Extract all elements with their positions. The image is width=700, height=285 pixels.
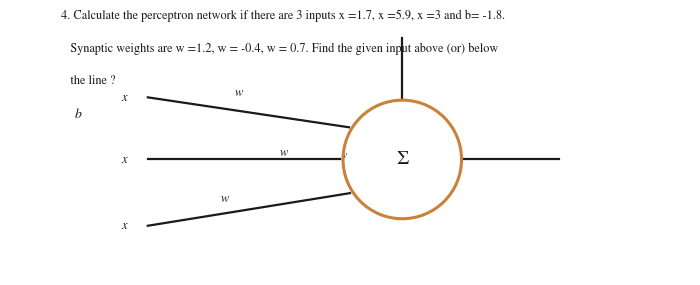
Text: x₃: x₃	[122, 219, 130, 232]
Text: w₂: w₂	[221, 193, 232, 205]
Text: w₁: w₁	[235, 87, 246, 99]
Text: Σ: Σ	[396, 151, 408, 168]
Text: w₁: w₁	[280, 146, 292, 159]
Text: 4. Calculate the perceptron network if there are 3 inputs x₁=1.7, x₂=5.9, x₃=3 a: 4. Calculate the perceptron network if t…	[61, 10, 505, 22]
Text: Synaptic weights are w₁=1.2, w₂= -0.4, w₃= 0.7. Find the given input above (or) : Synaptic weights are w₁=1.2, w₂= -0.4, w…	[61, 42, 498, 55]
Text: x₂: x₂	[122, 153, 130, 166]
Text: x₁: x₁	[122, 91, 130, 104]
Text: yₖ: yₖ	[342, 150, 350, 160]
Text: bₖ: bₖ	[75, 108, 85, 121]
Text: the line ?: the line ?	[61, 75, 116, 87]
